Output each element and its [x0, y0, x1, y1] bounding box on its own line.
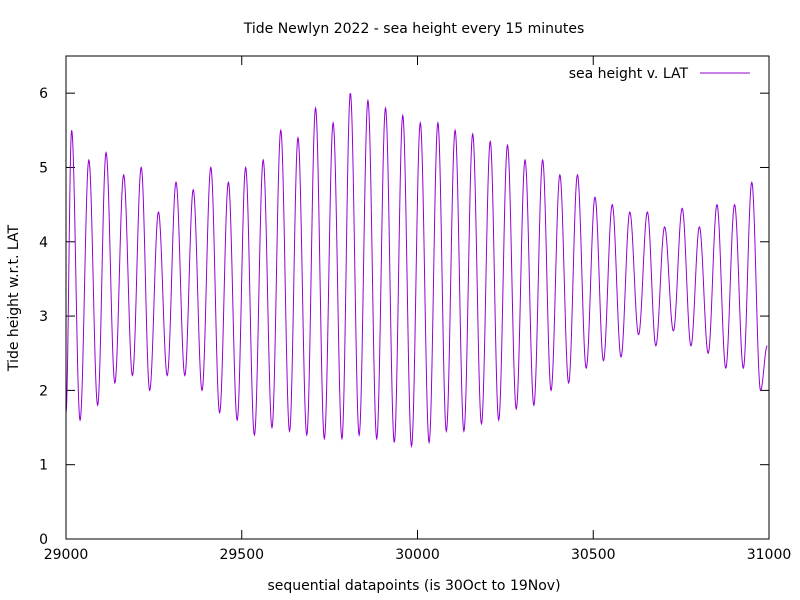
x-tick-label: 31000 — [747, 547, 792, 563]
x-tick-label: 30500 — [571, 547, 616, 563]
y-tick-label: 5 — [39, 160, 48, 176]
y-tick-label: 3 — [39, 309, 48, 325]
x-axis: 29000 29500 30000 30500 31000 — [44, 56, 792, 563]
y-axis: 0 1 2 3 4 5 6 — [39, 86, 769, 548]
chart-title: Tide Newlyn 2022 - sea height every 15 m… — [243, 21, 585, 37]
x-axis-label: sequential datapoints (is 30Oct to 19Nov… — [267, 578, 560, 594]
legend-label-sea-height: sea height v. LAT — [569, 66, 689, 82]
y-tick-label: 1 — [39, 458, 48, 474]
x-tick-label: 29500 — [219, 547, 264, 563]
series-layer — [65, 93, 768, 449]
plot-frame — [65, 55, 770, 540]
y-axis-label: Tide height w.r.t. LAT — [6, 224, 22, 372]
x-tick-label: 30000 — [395, 547, 440, 563]
x-tick-label: 29000 — [44, 547, 89, 563]
y-tick-label: 4 — [39, 235, 48, 251]
legend: sea height v. LAT — [569, 66, 750, 82]
series-line-0 — [65, 93, 768, 449]
y-tick-label: 6 — [39, 86, 48, 102]
y-tick-label: 0 — [39, 532, 48, 548]
y-tick-label: 2 — [39, 383, 48, 399]
